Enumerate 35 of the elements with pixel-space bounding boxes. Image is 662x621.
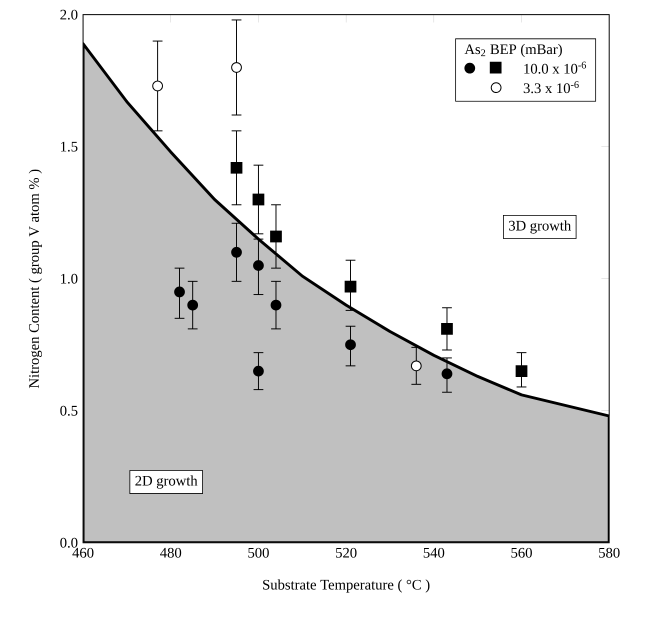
point <box>410 360 422 372</box>
point <box>345 339 356 350</box>
x-axis-title: Substrate Temperature ( °C ) <box>263 579 430 593</box>
point <box>344 280 356 292</box>
legend-title: As$_{2}$ BEP (mBar) <box>464 44 562 58</box>
x-tick-label: 480 <box>160 548 182 558</box>
legend-label: 10.0 x 10$^{-6}$ <box>524 62 586 74</box>
x-tick-label: 500 <box>248 548 269 558</box>
x-tick-label: 520 <box>336 548 357 558</box>
point <box>270 230 282 242</box>
legend-label: 3.3 x 10$^{-6}$ <box>524 81 579 94</box>
y-tick-label: 1.0 <box>61 274 78 284</box>
point <box>253 260 264 271</box>
point <box>253 366 264 377</box>
point <box>516 365 528 377</box>
y-tick-label: 0.5 <box>60 406 78 416</box>
point <box>231 246 242 258</box>
annotation: 2D growth <box>135 475 198 489</box>
point <box>230 162 242 174</box>
annotation: 3D growth <box>508 220 571 234</box>
x-tick-label: 460 <box>72 548 94 558</box>
x-tick-label: 540 <box>424 548 444 558</box>
x-tick-label: 560 <box>511 548 532 558</box>
point <box>152 80 163 92</box>
y-tick-label: 0.0 <box>60 538 78 548</box>
y-axis-title: Nitrogen Content ( group V atom % ) <box>28 170 42 388</box>
point <box>441 323 453 335</box>
point <box>270 300 282 310</box>
y-tick-label: 1.5 <box>61 142 78 152</box>
point <box>252 194 264 206</box>
point <box>442 368 452 380</box>
y-tick-label: 2.0 <box>60 10 78 20</box>
x-tick-label: 580 <box>599 548 620 558</box>
point <box>174 286 185 298</box>
point <box>187 300 198 310</box>
